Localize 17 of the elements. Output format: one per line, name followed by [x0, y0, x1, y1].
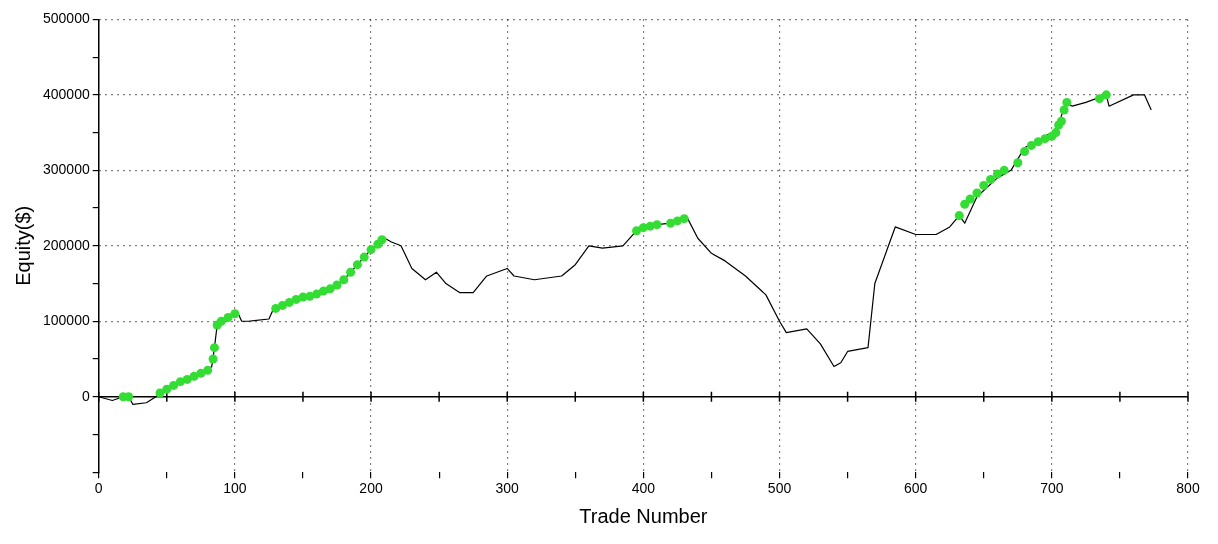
y-tick-label: 0 [81, 387, 90, 404]
y-axis-title: Equity($) [11, 205, 34, 286]
x-tick-label: 0 [94, 480, 103, 497]
x-tick-label: 200 [359, 480, 383, 497]
y-tick-label: 400000 [43, 85, 90, 102]
x-tick-label: 100 [223, 480, 247, 497]
x-tick-label: 700 [1040, 480, 1064, 497]
y-tick-label: 300000 [43, 161, 90, 178]
y-tick-label: 100000 [43, 312, 90, 329]
y-tick-label: 200000 [43, 236, 90, 253]
y-tick-label: 500000 [43, 10, 90, 27]
x-tick-label: 800 [1176, 480, 1200, 497]
x-axis-title: Trade Number [579, 504, 708, 527]
x-tick-label: 600 [904, 480, 928, 497]
x-tick-label: 300 [495, 480, 520, 497]
x-tick-label: 400 [631, 480, 656, 497]
x-tick-label: 500 [767, 480, 792, 497]
